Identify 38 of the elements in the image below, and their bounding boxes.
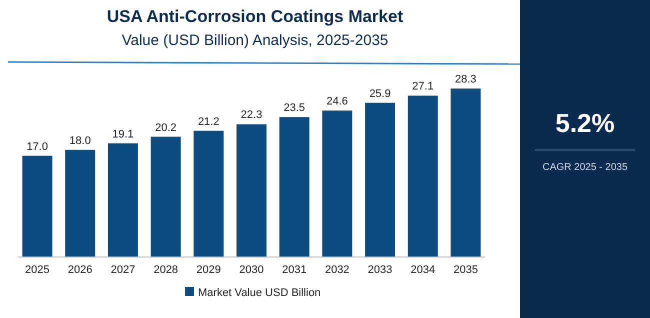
data-label: 23.5 <box>284 102 306 114</box>
data-label: 25.9 <box>369 88 391 100</box>
legend-label: Market Value USD Billion <box>198 287 321 299</box>
chart-title: USA Anti-Corrosion Coatings Market <box>106 7 404 26</box>
bar <box>365 102 396 257</box>
bar <box>279 117 310 257</box>
bar <box>194 130 224 257</box>
bar <box>65 150 96 257</box>
data-label: 21.2 <box>198 116 220 128</box>
data-label: 24.6 <box>326 96 348 108</box>
bar <box>22 156 52 257</box>
text: CAGR 2025 - 2035 <box>542 162 628 173</box>
x-tick-label: 2031 <box>282 264 307 276</box>
x-tick-label: 2029 <box>196 264 221 276</box>
x-tick-label: 2034 <box>410 264 436 276</box>
bar <box>408 96 438 257</box>
bar <box>236 124 266 257</box>
x-tick-label: 2035 <box>453 264 478 276</box>
text: 5.2% <box>555 108 615 138</box>
data-label: 20.2 <box>155 122 177 134</box>
x-tick-label: 2030 <box>239 264 264 276</box>
data-label: 27.1 <box>412 80 434 93</box>
x-tick-label: 2025 <box>25 264 50 276</box>
data-label: 22.3 <box>240 109 262 122</box>
bar <box>322 110 352 257</box>
data-label: 18.0 <box>69 134 91 147</box>
x-tick-label: 2033 <box>368 264 392 276</box>
x-tick-label: 2028 <box>154 264 178 276</box>
x-tick-label: 2026 <box>68 264 92 276</box>
data-label: 19.1 <box>112 128 134 140</box>
bar <box>150 136 181 257</box>
bar <box>450 88 481 257</box>
chart-subtitle: Value (USD Billion) Analysis, 2025-2035 <box>122 32 388 49</box>
x-tick-label: 2027 <box>110 264 136 276</box>
x-tick-label: 2032 <box>324 264 350 276</box>
data-label: 17.0 <box>26 140 48 153</box>
data-label: 28.3 <box>455 74 476 86</box>
bar <box>108 143 138 257</box>
